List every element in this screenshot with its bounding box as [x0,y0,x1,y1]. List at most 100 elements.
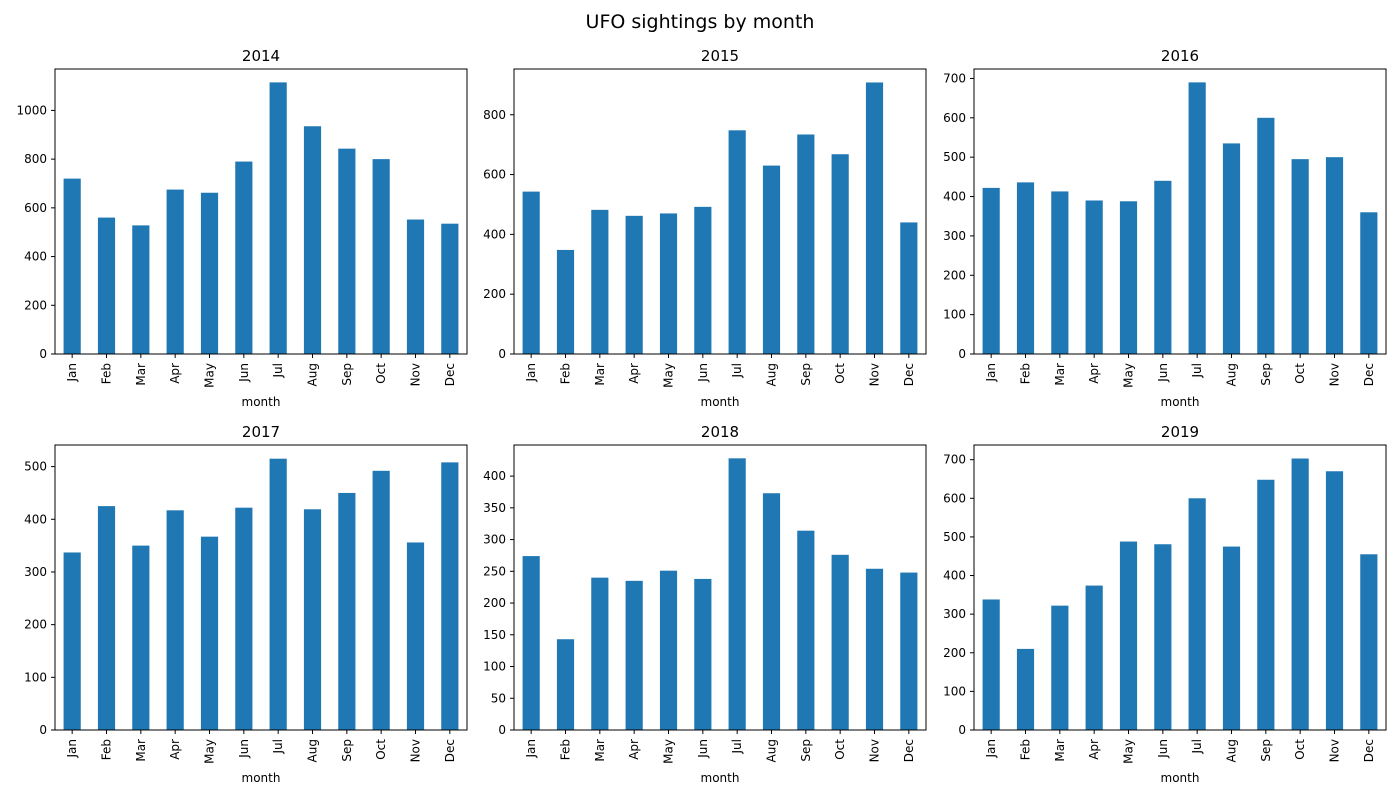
x-tick-label: Jul [1190,739,1204,754]
bar-Apr [1085,585,1103,730]
y-tick-label: 50 [491,691,506,705]
y-tick-label: 300 [483,533,506,547]
x-tick-label: Jan [524,739,538,759]
y-tick-label: 700 [943,453,966,467]
x-tick-label: Aug [1225,363,1239,386]
bar-Mar [1051,605,1069,730]
x-tick-label: Nov [868,739,882,762]
bar-Aug [762,493,781,730]
x-tick-label: May [662,739,676,764]
bar-Jun [694,578,712,730]
x-tick-label: Dec [443,739,457,762]
x-tick-label: May [1122,363,1136,388]
x-tick-label: Dec [443,363,457,386]
bar-Nov [1325,157,1344,354]
bar-Nov [406,219,425,354]
x-tick-label: Mar [593,363,607,386]
bar-Jul [728,130,746,354]
x-tick-label: Feb [559,363,573,384]
x-tick-label: Jan [524,363,538,383]
y-tick-label: 200 [483,287,506,301]
bar-Dec [900,572,918,730]
bar-Jan [63,552,81,730]
bar-Oct [1291,458,1309,730]
x-tick-label: Dec [902,363,916,386]
bar-Sep [1257,479,1275,730]
x-tick-label: Mar [1053,739,1067,762]
subplot-title: 2018 [701,423,739,441]
bar-May [200,192,219,354]
x-tick-label: Jan [984,739,998,759]
x-tick-label: Nov [409,363,423,386]
x-tick-label: Jun [1156,363,1170,383]
x-tick-label: Mar [134,363,148,386]
bar-Feb [1016,182,1035,354]
subplot-title: 2019 [1161,423,1199,441]
bar-Sep [338,492,356,730]
x-tick-label: Apr [1087,363,1101,384]
x-tick-label: Feb [100,739,114,760]
bar-Aug [762,165,781,354]
bar-Sep [338,148,356,354]
bar-Feb [97,217,116,354]
subplot-2017: 0 100 200 300 400 500 Jan Feb Mar Apr May Jun Jul Aug… [24,423,468,785]
bar-Jun [235,507,253,730]
bar-Feb [556,249,575,354]
bar-Jul [1188,498,1206,730]
bar-Jul [1188,82,1206,354]
x-tick-label: May [1122,739,1136,764]
bar-Jan [982,187,1000,354]
y-tick-label: 0 [498,347,506,361]
x-tick-label: May [203,739,217,764]
subplot-2014: 0 200 400 600 800 1000 Jan Feb Mar Apr May Jun Jul Au… [16,47,468,409]
x-tick-label: Nov [409,739,423,762]
bar-Aug [1222,546,1241,730]
subplot-2015: 0 200 400 600 800 Jan Feb Mar Apr May Jun Jul Aug Sep… [483,47,927,409]
x-tick-label: Feb [1019,363,1033,384]
bar-Jul [269,458,287,730]
x-tick-label: Jan [65,739,79,759]
bar-Dec [441,462,459,730]
bar-Mar [1051,191,1069,354]
bar-Oct [372,159,390,354]
x-tick-label: Apr [1087,739,1101,760]
y-tick-label: 400 [483,469,506,483]
x-tick-label: Jul [730,363,744,378]
y-tick-label: 700 [943,71,966,85]
x-tick-label: Jan [984,363,998,383]
y-tick-label: 600 [943,111,966,125]
x-tick-label: Mar [1053,363,1067,386]
bar-Jul [269,82,287,355]
figure-title: UFO sightings by month [585,11,815,33]
bar-May [659,570,678,730]
axes-frame [973,444,1387,731]
axes-frame [973,68,1387,355]
x-tick-label: Sep [340,363,354,386]
bar-May [659,213,678,354]
bar-Sep [797,530,815,730]
x-tick-label: Mar [134,739,148,762]
bar-Jul [728,458,746,730]
bar-Mar [591,577,609,730]
x-tick-label: Jul [271,739,285,754]
x-tick-label: Sep [340,739,354,762]
x-tick-label: Sep [1259,363,1273,386]
bar-Apr [166,189,184,354]
axes-frame [54,68,468,355]
y-tick-label: 1000 [16,103,47,117]
y-tick-label: 800 [24,152,47,166]
bar-Mar [132,225,150,354]
x-axis-label: month [701,771,740,785]
bar-Feb [1016,648,1035,730]
y-tick-label: 400 [943,569,966,583]
bar-Dec [1360,212,1378,354]
y-tick-label: 200 [24,298,47,312]
y-tick-label: 800 [483,108,506,122]
x-tick-label: Oct [1293,363,1307,384]
y-tick-label: 150 [483,628,506,642]
bar-Jan [63,178,81,354]
bar-Sep [1257,117,1275,354]
bar-Jun [694,206,712,354]
bar-Jun [235,161,253,354]
y-tick-label: 0 [39,723,47,737]
